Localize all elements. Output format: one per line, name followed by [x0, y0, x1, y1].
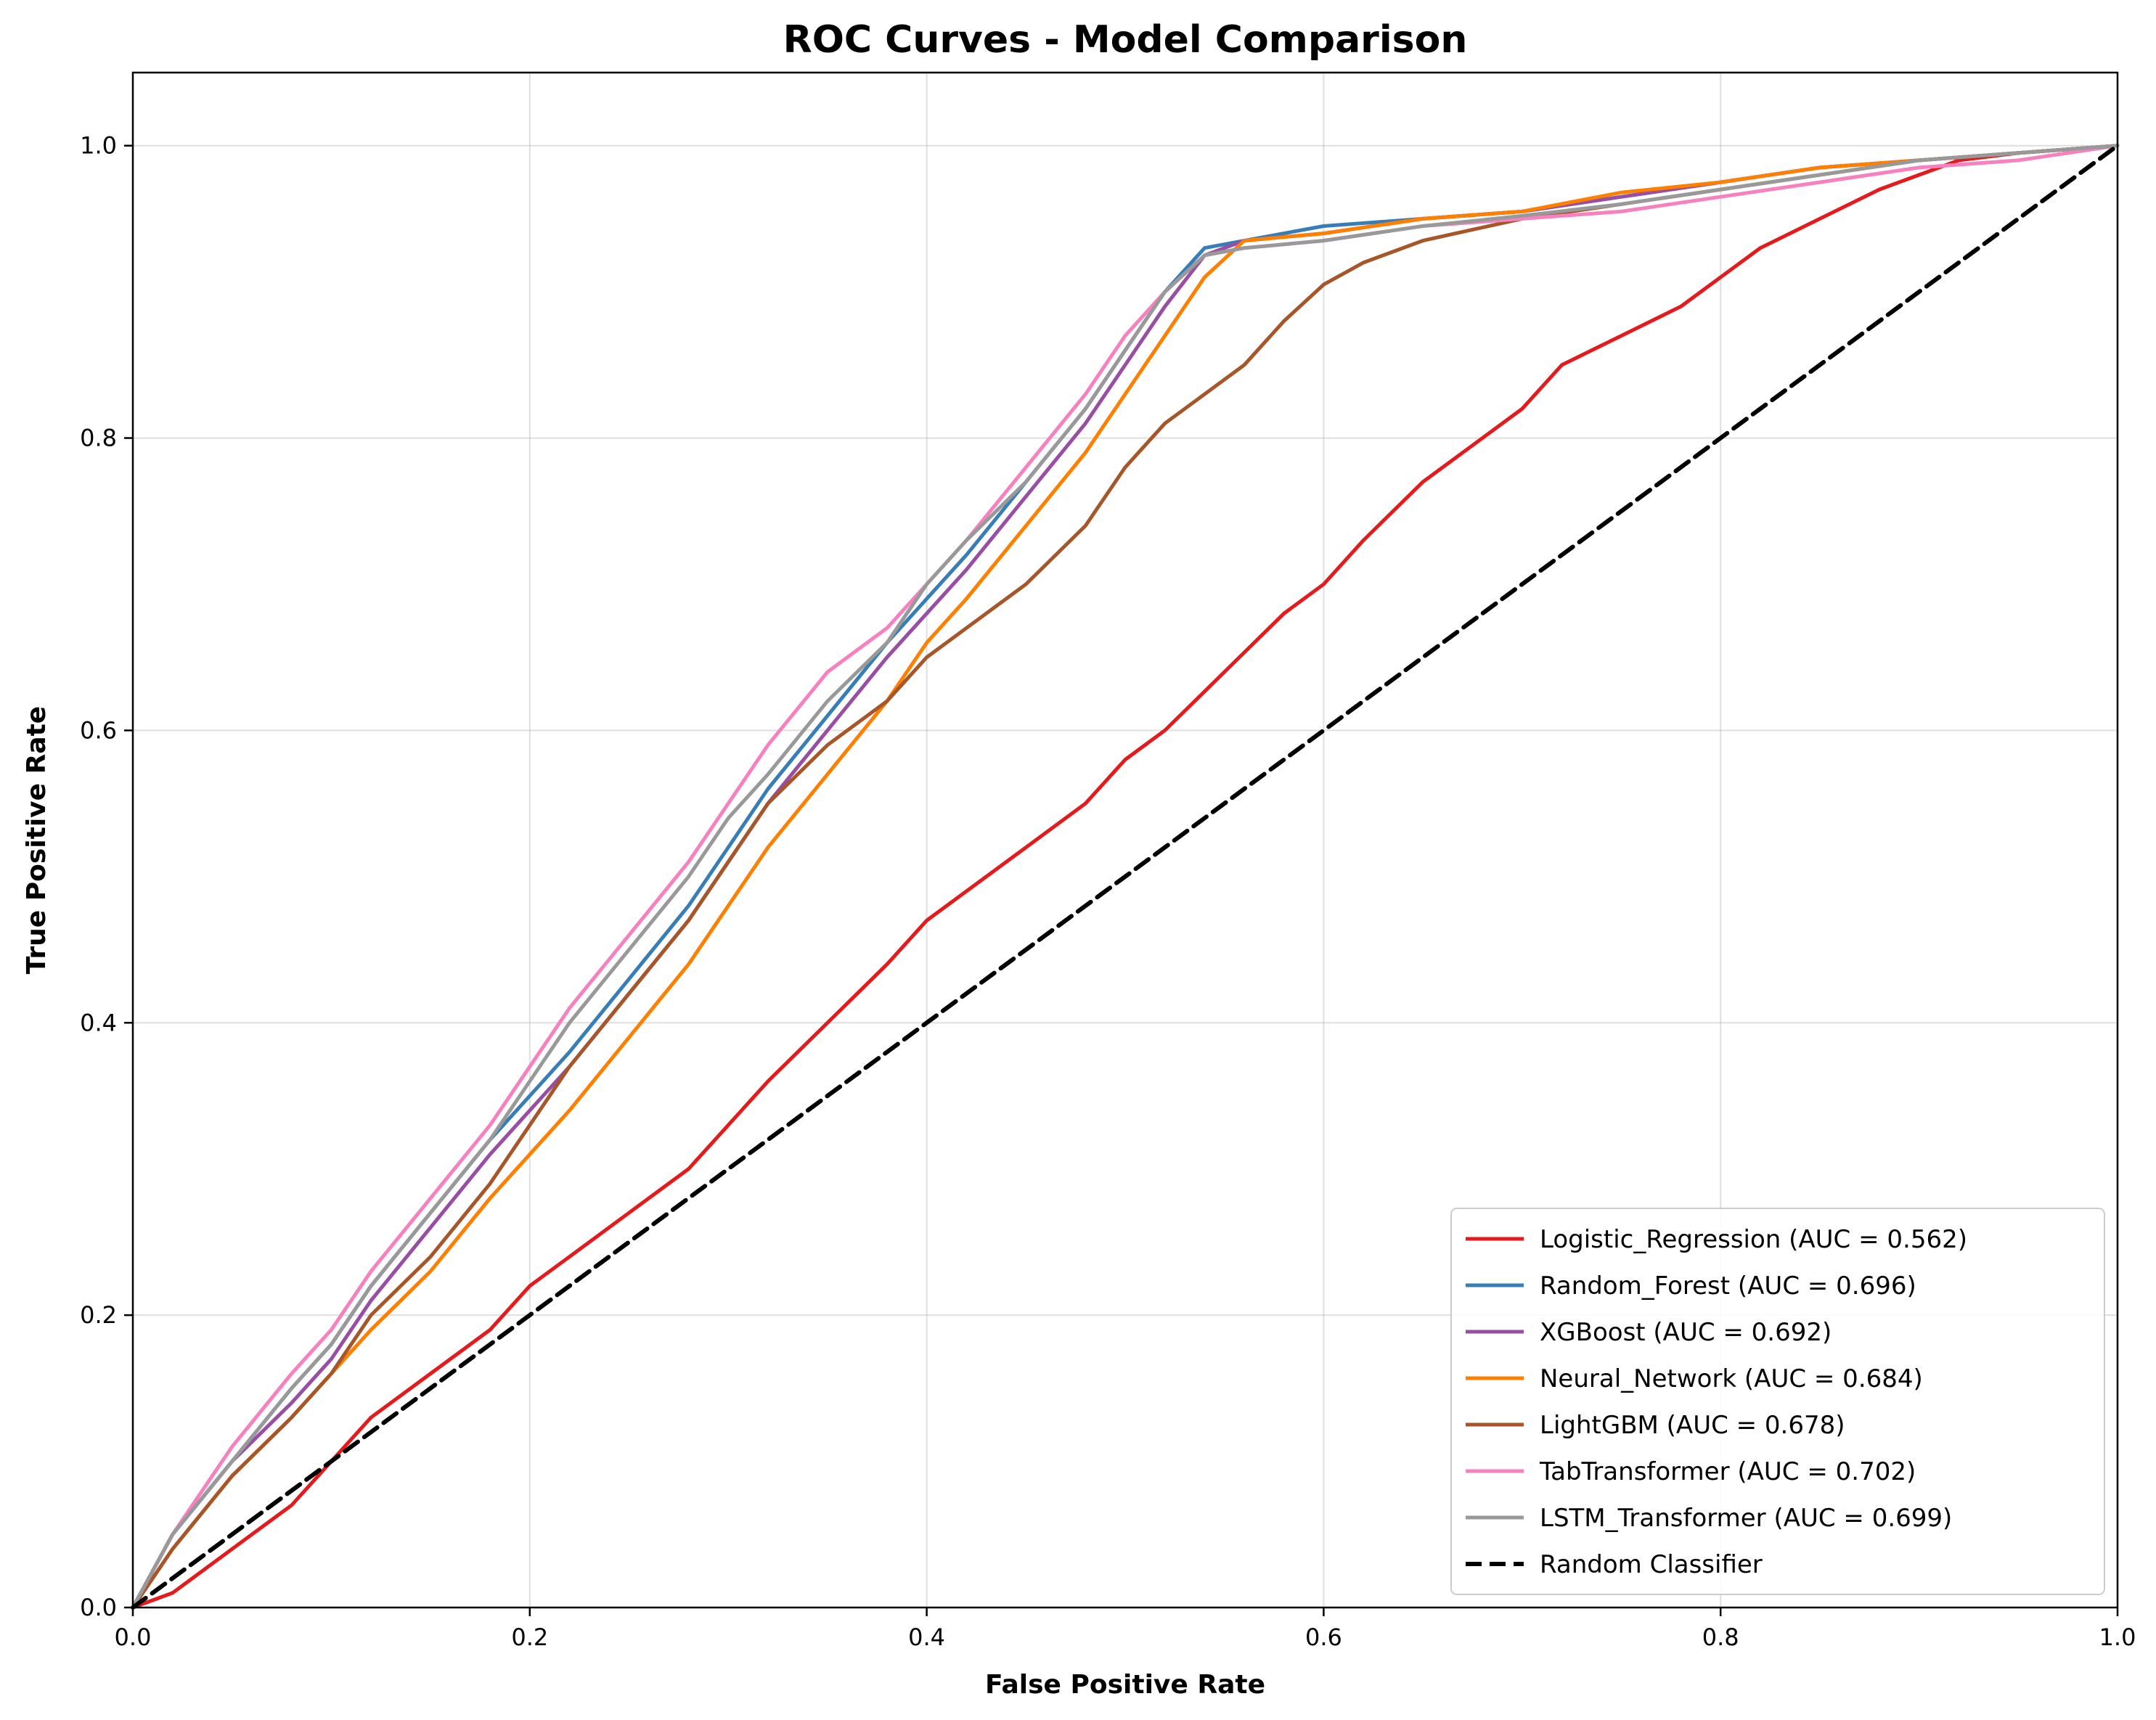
ticks: 0.0 0.2 0.4 0.6 0.8 1.0 0.0 0.2 0.4 0.6 0.8 1.0 [80, 132, 2136, 1651]
grid [132, 73, 2118, 1608]
legend-label-0: Logistic_Regression (AUC = 0.562) [1540, 1225, 1967, 1254]
x-tick-label: 0.2 [511, 1623, 548, 1651]
legend-label-4: LightGBM (AUC = 0.678) [1540, 1411, 1845, 1440]
plot-frame [131, 71, 2119, 1609]
y-tick-label: 0.6 [80, 716, 117, 744]
legend-label-3: Neural_Network (AUC = 0.684) [1540, 1364, 1923, 1393]
x-tick-label: 1.0 [2099, 1623, 2136, 1651]
legend-label-6: LSTM_Transformer (AUC = 0.699) [1540, 1504, 1952, 1533]
series-line-7 [131, 143, 2120, 1610]
x-tick-label: 0.6 [1305, 1623, 1342, 1651]
series-line-4 [131, 144, 2120, 1610]
x-tick-label: 0.4 [908, 1623, 945, 1651]
legend-label-7: Random Classifier [1540, 1550, 1763, 1579]
y-tick-label: 1.0 [80, 132, 117, 160]
y-tick-label: 0.2 [80, 1301, 117, 1329]
series-line-3 [131, 144, 2120, 1610]
legend: Logistic_Regression (AUC = 0.562) Random_… [1450, 1208, 2105, 1595]
series-layer [131, 143, 2120, 1610]
y-tick-label: 0.8 [80, 425, 117, 452]
legend-label-5: TabTransformer (AUC = 0.702) [1539, 1457, 1916, 1486]
chart-title: ROC Curves - Model Comparison [783, 18, 1468, 62]
y-tick-label: 0.4 [80, 1009, 117, 1036]
legend-label-2: XGBoost (AUC = 0.692) [1540, 1318, 1832, 1347]
x-axis-title: False Positive Rate [985, 1670, 1265, 1700]
legend-box [1450, 1208, 2105, 1595]
legend-label-1: Random_Forest (AUC = 0.696) [1540, 1271, 1916, 1301]
y-tick-label: 0.0 [80, 1594, 117, 1621]
series-line-0 [131, 144, 2120, 1610]
y-axis-title: True Positive Rate [22, 706, 52, 974]
series-line-6 [131, 144, 2120, 1610]
x-tick-label: 0.8 [1702, 1623, 1739, 1651]
series-line-2 [131, 144, 2120, 1610]
x-tick-label: 0.0 [115, 1623, 152, 1651]
